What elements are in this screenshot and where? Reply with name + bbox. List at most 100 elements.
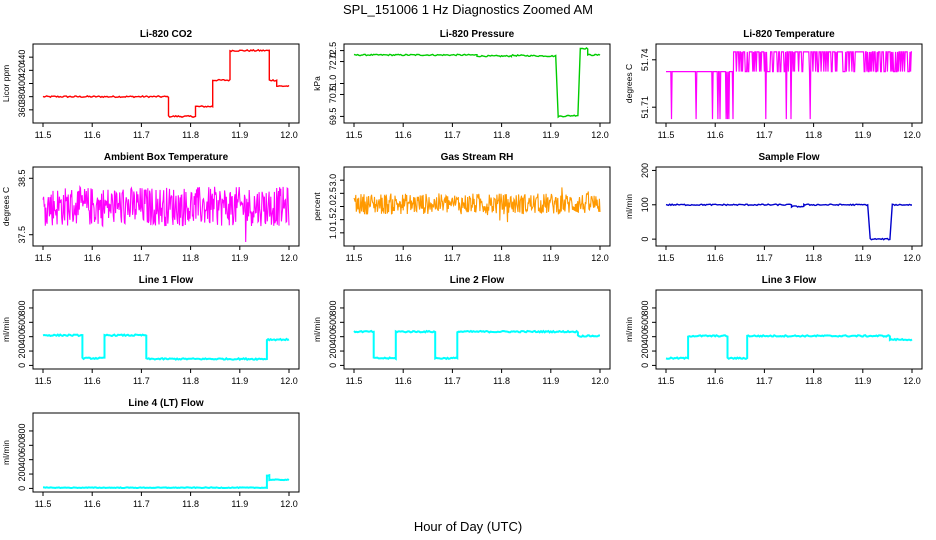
x-tick-label: 11.9: [231, 130, 248, 140]
y-tick-label: 69.5: [328, 108, 338, 126]
x-tick-label: 11.7: [133, 499, 150, 509]
series-5: [353, 187, 601, 223]
panel-10: Line 4 (LT) Flow ml/min 11.5 11.6 11.7 11.8 11…: [1, 398, 300, 509]
plot-frame: [32, 166, 300, 247]
y-tick-label: 400: [17, 329, 27, 344]
panel-title: Li-820 Temperature: [743, 29, 835, 40]
panel-1: Li-820 CO2 Licor ppm 11.5 11.6 11.7 11.8 11.9 1…: [1, 29, 300, 140]
x-tick-label: 11.6: [395, 376, 412, 386]
panel-title: Li-820 CO2: [140, 29, 193, 40]
panels-container: Li-820 CO2 Licor ppm 11.5 11.6 11.7 11.8 11.9 1…: [1, 29, 923, 509]
y-tick-label: 800: [328, 300, 338, 315]
x-tick-label: 11.5: [346, 253, 363, 263]
x-tick-label: 11.8: [182, 376, 199, 386]
y-tick-label: 72.0: [328, 53, 338, 71]
x-tick-label: 12.0: [591, 130, 609, 140]
y-tick-label: 0: [640, 363, 650, 368]
data-line: [42, 48, 290, 118]
plot-frame: [32, 412, 300, 493]
y-tick-label: 400: [328, 329, 338, 344]
y-tick-label: 0: [17, 486, 27, 491]
series-10: [43, 473, 290, 490]
x-tick-label: 11.7: [133, 253, 150, 263]
y-tick-label: 440: [17, 50, 27, 65]
y-tick-label: 0: [640, 237, 650, 242]
y-axis-label: kPa: [312, 76, 322, 91]
x-tick-label: 11.5: [658, 130, 675, 140]
y-tick-label: 200: [640, 163, 650, 178]
y-axis-label: ml/min: [312, 317, 322, 342]
y-tick-label: 0: [17, 363, 27, 368]
x-tick-label: 11.9: [854, 253, 871, 263]
x-tick-label: 11.7: [756, 130, 773, 140]
y-tick-label: 800: [17, 300, 27, 315]
x-tick-label: 11.5: [35, 499, 52, 509]
y-tick-label: 600: [17, 438, 27, 453]
x-tick-label: 11.9: [231, 499, 248, 509]
x-tick-label: 11.6: [84, 499, 101, 509]
y-tick-label: 400: [640, 329, 650, 344]
data-line: [666, 51, 912, 120]
y-tick-label: 400: [17, 452, 27, 467]
y-axis-label: ml/min: [624, 317, 634, 342]
x-tick-label: 11.5: [35, 376, 52, 386]
panel-8: Line 2 Flow ml/min 11.5 11.6 11.7 11.8 11.9 12.…: [312, 275, 611, 386]
x-tick-label: 11.9: [231, 376, 248, 386]
y-axis-label: ml/min: [624, 194, 634, 219]
x-tick-label: 11.5: [658, 253, 675, 263]
data-line: [43, 473, 290, 490]
x-tick-label: 11.5: [35, 253, 52, 263]
y-tick-label: 3.0: [328, 174, 338, 187]
x-tick-label: 11.8: [805, 376, 822, 386]
y-tick-label: 380: [17, 89, 27, 104]
x-tick-label: 11.9: [854, 130, 871, 140]
y-tick-label: 2.0: [328, 200, 338, 213]
panel-title: Line 1 Flow: [139, 275, 194, 286]
data-line: [353, 329, 600, 361]
x-tick-label: 11.6: [84, 130, 101, 140]
data-line: [42, 184, 290, 243]
panel-title: Sample Flow: [758, 152, 819, 163]
x-tick-label: 11.5: [346, 376, 363, 386]
x-tick-label: 11.8: [493, 130, 510, 140]
y-tick-label: 200: [640, 344, 650, 359]
x-tick-label: 11.7: [133, 130, 150, 140]
x-tick-label: 11.7: [133, 376, 150, 386]
series-8: [353, 329, 600, 361]
data-line: [665, 334, 913, 361]
data-line: [665, 202, 912, 241]
plot-frame: [32, 289, 300, 370]
series-2: [353, 46, 601, 119]
data-line: [353, 46, 601, 119]
x-tick-label: 12.0: [903, 130, 921, 140]
y-tick-label: 200: [328, 344, 338, 359]
panel-title: Li-820 Pressure: [440, 29, 515, 40]
x-tick-label: 12.0: [903, 253, 921, 263]
y-axis-label: degrees C: [624, 64, 634, 103]
y-axis-label: ml/min: [1, 317, 11, 342]
x-tick-label: 11.6: [395, 130, 412, 140]
x-tick-label: 12.0: [280, 499, 298, 509]
series-9: [665, 334, 913, 361]
y-tick-label: 51.74: [640, 49, 650, 72]
y-tick-label: 1.0: [328, 227, 338, 240]
y-tick-label: 200: [17, 344, 27, 359]
x-tick-label: 11.9: [542, 130, 559, 140]
panel-3: Li-820 Temperature degrees C 11.5 11.6 11.7 1…: [624, 29, 923, 140]
y-tick-label: 600: [328, 315, 338, 330]
y-tick-label: 400: [17, 76, 27, 91]
figure-title: SPL_151006 1 Hz Diagnostics Zoomed AM: [343, 2, 593, 17]
x-tick-label: 11.6: [84, 253, 101, 263]
y-tick-label: 71.0: [328, 75, 338, 93]
y-tick-label: 38.5: [17, 170, 27, 188]
y-axis-label: ml/min: [1, 440, 11, 465]
x-tick-label: 11.6: [84, 376, 101, 386]
x-tick-label: 12.0: [280, 376, 298, 386]
panel-7: Line 1 Flow ml/min 11.5 11.6 11.7 11.8 11.9 12.…: [1, 275, 300, 386]
panel-6: Sample Flow ml/min 11.5 11.6 11.7 11.8 11.9 12.…: [624, 152, 923, 263]
x-tick-label: 11.7: [756, 253, 773, 263]
y-tick-label: 51.71: [640, 96, 650, 119]
x-tick-label: 11.6: [395, 253, 412, 263]
x-tick-label: 11.9: [542, 253, 559, 263]
